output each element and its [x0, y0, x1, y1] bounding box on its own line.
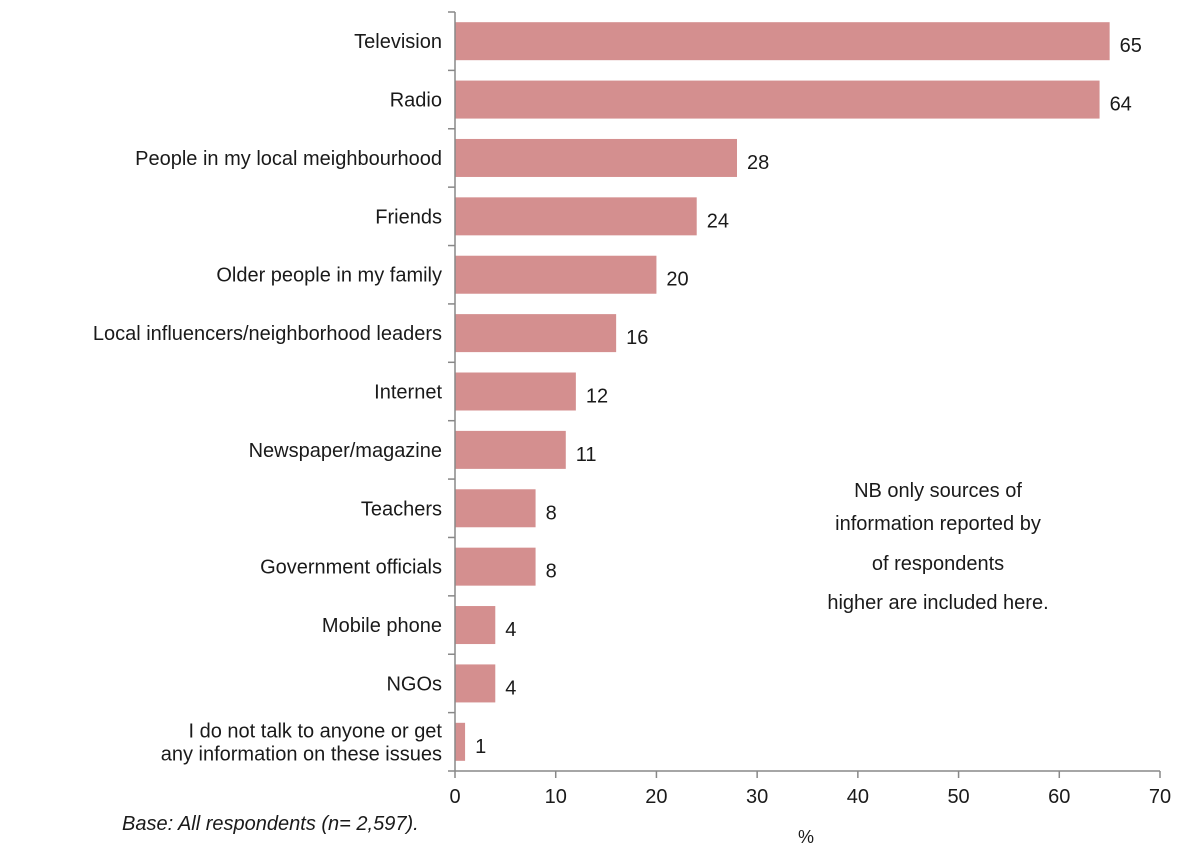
- x-tick-label: 50: [947, 786, 969, 808]
- note-line-1: NB only sources of: [854, 480, 1022, 502]
- value-label: 1: [475, 736, 486, 758]
- x-tick-label: 20: [645, 786, 667, 808]
- bar: [455, 22, 1110, 61]
- value-label: 28: [747, 152, 769, 174]
- value-label: 4: [505, 677, 516, 699]
- value-label: 16: [626, 327, 648, 349]
- x-tick-label: 60: [1048, 786, 1070, 808]
- axes-group: [448, 11, 1161, 778]
- bar: [455, 80, 1100, 119]
- value-label: 20: [666, 269, 688, 291]
- value-labels-group: 65 64 28 24 20 16 12 11 8 8 4 4 1: [475, 35, 1142, 758]
- bar: [455, 430, 566, 469]
- bar: [455, 314, 617, 353]
- category-label: People in my local meighbourhood: [135, 148, 442, 170]
- value-label: 4: [505, 619, 516, 641]
- note-line-4: higher are included here.: [827, 592, 1048, 614]
- category-label: Teachers: [361, 498, 442, 520]
- bar: [455, 372, 576, 411]
- value-label: 64: [1110, 94, 1132, 116]
- category-label: I do not talk to anyone or get: [188, 720, 442, 742]
- category-label: Newspaper/magazine: [249, 440, 442, 462]
- category-label: Local influencers/neighborhood leaders: [93, 323, 442, 345]
- base-footnote: Base: All respondents (n= 2,597).: [122, 813, 419, 835]
- bar: [455, 255, 657, 294]
- value-label: 11: [576, 444, 597, 466]
- bar: [455, 606, 496, 645]
- category-label: any information on these issues: [161, 743, 442, 765]
- value-label: 65: [1120, 35, 1142, 57]
- category-label: Mobile phone: [322, 615, 442, 637]
- bars-group: [455, 22, 1110, 761]
- category-label: Older people in my family: [216, 265, 442, 287]
- bar: [455, 722, 466, 761]
- note-line-2: information reported by: [835, 513, 1041, 535]
- category-label: NGOs: [386, 673, 442, 695]
- category-labels-group: Television Radio People in my local meighb…: [93, 31, 443, 765]
- bar: [455, 547, 536, 586]
- value-label: 24: [707, 210, 729, 232]
- x-tick-label: 70: [1149, 786, 1171, 808]
- value-label: 12: [586, 386, 608, 408]
- category-label: Government officials: [260, 557, 442, 579]
- bar: [455, 138, 737, 177]
- value-label: 8: [546, 561, 557, 583]
- bar: [455, 489, 536, 528]
- bar: [455, 664, 496, 703]
- x-tick-label: 40: [847, 786, 869, 808]
- category-label: Friends: [375, 206, 442, 228]
- note-line-3: of respondents: [872, 553, 1004, 575]
- x-tick-label: 30: [746, 786, 768, 808]
- x-tick-label: 0: [449, 786, 460, 808]
- category-label: Internet: [374, 382, 442, 404]
- x-tick-label: 10: [545, 786, 567, 808]
- bar: [455, 197, 697, 236]
- x-axis-label: %: [798, 827, 814, 847]
- x-tick-labels-group: 0 10 20 30 40 50 60 70: [449, 786, 1171, 808]
- category-label: Television: [354, 31, 442, 53]
- value-label: 8: [546, 502, 557, 524]
- category-label: Radio: [390, 90, 442, 112]
